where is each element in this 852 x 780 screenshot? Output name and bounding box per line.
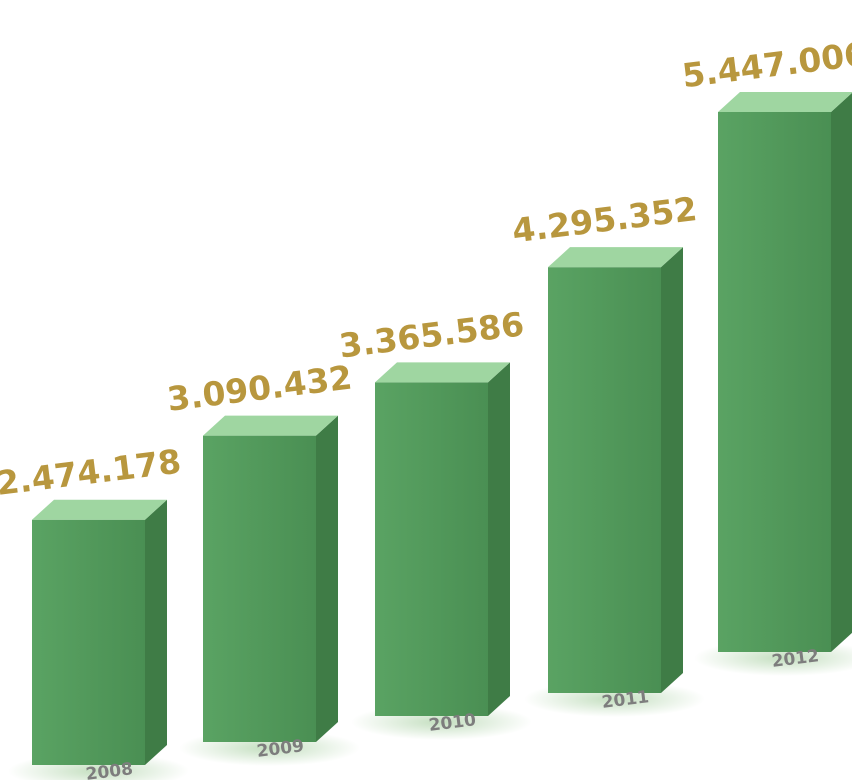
bar-front-2008 xyxy=(32,519,145,765)
value-label-2011: 4.295.352 xyxy=(510,189,699,250)
bar-top-2008 xyxy=(32,499,167,520)
bar-2008 xyxy=(32,499,167,765)
bar-2009 xyxy=(203,415,338,742)
bar-top-2010 xyxy=(375,362,510,383)
value-label-2009: 3.090.432 xyxy=(165,358,354,419)
bars xyxy=(32,92,852,765)
bar-top-2012 xyxy=(718,92,852,112)
bar-2012 xyxy=(718,92,852,652)
bar-front-2011 xyxy=(548,267,661,693)
bar-front-2012 xyxy=(718,112,831,652)
bar-side-2011 xyxy=(661,247,683,693)
bar-side-2012 xyxy=(831,92,852,652)
bar-side-2008 xyxy=(145,499,167,765)
bar-top-2011 xyxy=(548,247,683,268)
value-label-2008: 2.474.178 xyxy=(0,442,183,503)
value-label-2010: 3.365.586 xyxy=(337,304,526,365)
bar-side-2009 xyxy=(316,415,338,742)
bar-front-2009 xyxy=(203,435,316,742)
bar-side-2010 xyxy=(488,362,510,716)
bar-2011 xyxy=(548,247,683,693)
bar-top-2009 xyxy=(203,415,338,436)
year-label-2008: 2008 xyxy=(85,759,134,780)
bar-2010 xyxy=(375,362,510,716)
bar-front-2010 xyxy=(375,382,488,716)
value-label-2012: 5.447.006 xyxy=(680,34,852,95)
